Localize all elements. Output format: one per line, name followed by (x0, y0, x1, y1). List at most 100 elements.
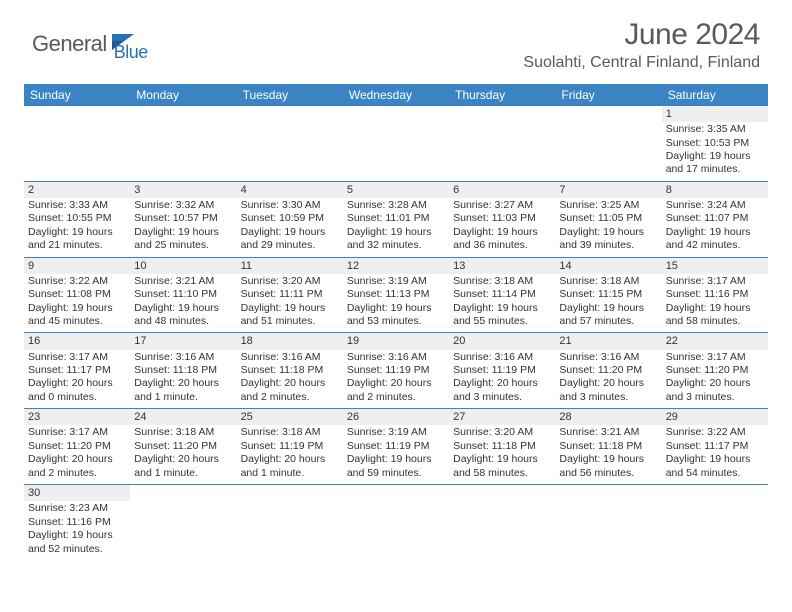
sunrise-text: Sunrise: 3:20 AM (241, 275, 339, 288)
sunrise-text: Sunrise: 3:28 AM (347, 199, 445, 212)
day-number: 27 (449, 409, 555, 425)
calendar-cell (555, 485, 661, 560)
daylight-text: Daylight: 19 hours and 21 minutes. (28, 226, 126, 253)
calendar-week-row: 30Sunrise: 3:23 AMSunset: 11:16 PMDaylig… (24, 485, 768, 560)
daylight-text: Daylight: 20 hours and 2 minutes. (347, 377, 445, 404)
calendar-cell: 8Sunrise: 3:24 AMSunset: 11:07 PMDayligh… (662, 181, 768, 257)
weekday-header: Wednesday (343, 84, 449, 106)
sunrise-text: Sunrise: 3:35 AM (666, 123, 764, 136)
calendar-cell (662, 485, 768, 560)
sunset-text: Sunset: 11:03 PM (453, 212, 551, 225)
title-block: June 2024 Suolahti, Central Finland, Fin… (523, 18, 760, 72)
daylight-text: Daylight: 20 hours and 0 minutes. (28, 377, 126, 404)
daylight-text: Daylight: 19 hours and 59 minutes. (347, 453, 445, 480)
daylight-text: Daylight: 20 hours and 1 minute. (134, 453, 232, 480)
daylight-text: Daylight: 20 hours and 1 minute. (241, 453, 339, 480)
sunrise-text: Sunrise: 3:18 AM (559, 275, 657, 288)
day-number: 28 (555, 409, 661, 425)
calendar-week-row: 2Sunrise: 3:33 AMSunset: 10:55 PMDayligh… (24, 181, 768, 257)
weekday-header: Tuesday (237, 84, 343, 106)
sunset-text: Sunset: 11:19 PM (241, 440, 339, 453)
sunset-text: Sunset: 11:18 PM (559, 440, 657, 453)
calendar-cell: 30Sunrise: 3:23 AMSunset: 11:16 PMDaylig… (24, 485, 130, 560)
day-number: 4 (237, 182, 343, 198)
daylight-text: Daylight: 19 hours and 17 minutes. (666, 150, 764, 177)
calendar-cell: 20Sunrise: 3:16 AMSunset: 11:19 PMDaylig… (449, 333, 555, 409)
calendar-cell: 25Sunrise: 3:18 AMSunset: 11:19 PMDaylig… (237, 409, 343, 485)
weekday-header: Friday (555, 84, 661, 106)
sunset-text: Sunset: 11:07 PM (666, 212, 764, 225)
calendar-cell: 12Sunrise: 3:19 AMSunset: 11:13 PMDaylig… (343, 257, 449, 333)
calendar-cell (343, 106, 449, 181)
calendar-cell: 1Sunrise: 3:35 AMSunset: 10:53 PMDayligh… (662, 106, 768, 181)
calendar-cell: 24Sunrise: 3:18 AMSunset: 11:20 PMDaylig… (130, 409, 236, 485)
sunrise-text: Sunrise: 3:17 AM (28, 351, 126, 364)
weekday-header: Sunday (24, 84, 130, 106)
day-number: 10 (130, 258, 236, 274)
daylight-text: Daylight: 19 hours and 25 minutes. (134, 226, 232, 253)
sunset-text: Sunset: 10:57 PM (134, 212, 232, 225)
header: General Blue June 2024 Suolahti, Central… (0, 0, 792, 78)
day-number: 16 (24, 333, 130, 349)
day-number: 30 (24, 485, 130, 501)
day-number: 15 (662, 258, 768, 274)
sunset-text: Sunset: 11:17 PM (28, 364, 126, 377)
location: Suolahti, Central Finland, Finland (523, 54, 760, 72)
sunrise-text: Sunrise: 3:21 AM (559, 426, 657, 439)
calendar-cell (555, 106, 661, 181)
daylight-text: Daylight: 20 hours and 2 minutes. (241, 377, 339, 404)
calendar-cell: 16 Sunrise: 3:17 AMSunset: 11:17 PMDaylig… (24, 333, 130, 409)
sunset-text: Sunset: 11:19 PM (347, 364, 445, 377)
daylight-text: Daylight: 19 hours and 54 minutes. (666, 453, 764, 480)
daylight-text: Daylight: 19 hours and 52 minutes. (28, 529, 126, 556)
sunset-text: Sunset: 11:08 PM (28, 288, 126, 301)
calendar-cell: 5Sunrise: 3:28 AMSunset: 11:01 PMDayligh… (343, 181, 449, 257)
sunrise-text: Sunrise: 3:23 AM (28, 502, 126, 515)
calendar-cell: 10Sunrise: 3:21 AMSunset: 11:10 PMDaylig… (130, 257, 236, 333)
sunrise-text: Sunrise: 3:27 AM (453, 199, 551, 212)
sunset-text: Sunset: 10:53 PM (666, 137, 764, 150)
calendar-cell (449, 106, 555, 181)
sunrise-text: Sunrise: 3:18 AM (453, 275, 551, 288)
day-number: 2 (24, 182, 130, 198)
day-number: 5 (343, 182, 449, 198)
day-number: 23 (24, 409, 130, 425)
daylight-text: Daylight: 19 hours and 32 minutes. (347, 226, 445, 253)
sunrise-text: Sunrise: 3:18 AM (241, 426, 339, 439)
weekday-header: Saturday (662, 84, 768, 106)
sunrise-text: Sunrise: 3:17 AM (28, 426, 126, 439)
sunrise-text: Sunrise: 3:21 AM (134, 275, 232, 288)
calendar-cell: 22Sunrise: 3:17 AMSunset: 11:20 PMDaylig… (662, 333, 768, 409)
daylight-text: Daylight: 19 hours and 45 minutes. (28, 302, 126, 329)
daylight-text: Daylight: 19 hours and 29 minutes. (241, 226, 339, 253)
calendar-week-row: 1Sunrise: 3:35 AMSunset: 10:53 PMDayligh… (24, 106, 768, 181)
sunset-text: Sunset: 11:20 PM (559, 364, 657, 377)
sunrise-text: Sunrise: 3:17 AM (666, 275, 764, 288)
calendar-cell: 6Sunrise: 3:27 AMSunset: 11:03 PMDayligh… (449, 181, 555, 257)
sunrise-text: Sunrise: 3:22 AM (666, 426, 764, 439)
sunrise-text: Sunrise: 3:33 AM (28, 199, 126, 212)
weekday-header: Thursday (449, 84, 555, 106)
day-number: 24 (130, 409, 236, 425)
sunset-text: Sunset: 11:20 PM (666, 364, 764, 377)
sunrise-text: Sunrise: 3:16 AM (453, 351, 551, 364)
day-number: 3 (130, 182, 236, 198)
day-number: 18 (237, 333, 343, 349)
calendar-cell (237, 106, 343, 181)
logo-text-blue: Blue (114, 42, 148, 63)
day-number: 12 (343, 258, 449, 274)
day-number: 29 (662, 409, 768, 425)
calendar-cell: 18Sunrise: 3:16 AMSunset: 11:18 PMDaylig… (237, 333, 343, 409)
sunset-text: Sunset: 11:01 PM (347, 212, 445, 225)
sunrise-text: Sunrise: 3:22 AM (28, 275, 126, 288)
calendar-week-row: 16Sunrise: 3:17 AMSunset: 11:17 PMDaylig… (24, 333, 768, 409)
weekday-header-row: Sunday Monday Tuesday Wednesday Thursday… (24, 84, 768, 106)
daylight-text: Daylight: 20 hours and 3 minutes. (666, 377, 764, 404)
sunrise-text: Sunrise: 3:17 AM (666, 351, 764, 364)
day-number: 17 (130, 333, 236, 349)
day-number: 20 (449, 333, 555, 349)
daylight-text: Daylight: 20 hours and 3 minutes. (453, 377, 551, 404)
calendar-cell: 15Sunrise: 3:17 AMSunset: 11:16 PMDaylig… (662, 257, 768, 333)
day-number: 19 (343, 333, 449, 349)
calendar-cell: 27Sunrise: 3:20 AMSunset: 11:18 PMDaylig… (449, 409, 555, 485)
